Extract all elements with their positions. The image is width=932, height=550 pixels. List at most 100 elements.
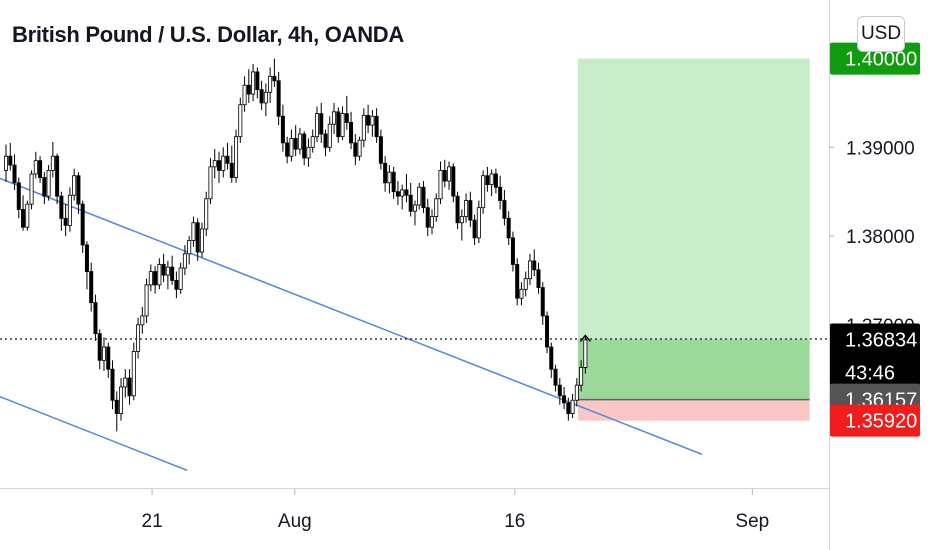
candle [451, 163, 456, 203]
candle [114, 391, 119, 432]
candle-body [502, 200, 507, 219]
candle-body [46, 169, 51, 197]
candle-body [583, 339, 588, 368]
candle [276, 71, 281, 126]
candle [562, 386, 567, 410]
trendline-1 [0, 177, 703, 456]
candle-body [562, 395, 567, 404]
candle-body [216, 160, 221, 171]
candle-body [579, 367, 584, 386]
candle [38, 156, 43, 183]
candle-body [280, 115, 285, 144]
candle-body [161, 264, 166, 276]
candle [101, 337, 106, 371]
candle-body [204, 198, 209, 230]
candle-body [221, 155, 226, 171]
candle-body [251, 71, 256, 95]
candle-body [574, 384, 579, 401]
candle-body [170, 266, 175, 281]
candle [408, 182, 413, 217]
candle [263, 83, 268, 117]
candle [447, 161, 452, 190]
candle-body [123, 377, 128, 388]
candle-body [481, 175, 486, 209]
candle [370, 110, 375, 137]
candle [302, 131, 307, 166]
candle [165, 260, 170, 290]
candle-body [302, 133, 307, 159]
candle [464, 193, 469, 223]
candle [246, 69, 251, 103]
candle [153, 266, 158, 294]
arrow-marker [579, 334, 591, 342]
candle-body [199, 228, 204, 253]
candle [472, 214, 477, 245]
candle [259, 80, 264, 111]
candle [289, 129, 294, 162]
candle-body [442, 169, 447, 182]
candle [361, 108, 366, 148]
candle [174, 271, 179, 299]
candle [574, 378, 579, 407]
candle-body [374, 115, 379, 138]
candle-body [12, 164, 17, 184]
candle [59, 191, 64, 231]
candle [349, 111, 354, 150]
profit-zone-entered [577, 339, 810, 400]
candle [310, 129, 315, 153]
candle [208, 157, 213, 205]
candle-body [566, 402, 571, 414]
candle-body [263, 91, 268, 104]
candle-body [127, 377, 132, 397]
candle-body [29, 173, 34, 205]
candle [502, 189, 507, 226]
candle-body [289, 138, 294, 157]
candle [425, 198, 430, 237]
candle [579, 360, 584, 392]
candle [29, 170, 34, 210]
candle-body [229, 162, 234, 178]
candle-body [110, 368, 115, 401]
price-tick-label: 1.38000 [846, 227, 915, 248]
candle-body [519, 288, 524, 299]
currency-button[interactable]: USD [857, 16, 905, 52]
candle-body [447, 166, 452, 182]
candle [55, 153, 60, 205]
trendlines [0, 177, 703, 472]
candle [532, 249, 537, 277]
candle-body [493, 173, 498, 188]
candle [238, 97, 243, 143]
candle-body [25, 203, 30, 228]
candle [25, 200, 30, 231]
candle [434, 193, 439, 222]
candle-body [84, 244, 89, 272]
candle [391, 166, 396, 199]
candle-body [178, 267, 183, 290]
candle [182, 244, 187, 276]
time-tick-label: 21 [142, 511, 163, 532]
candle-body [119, 386, 124, 414]
candle-body [489, 173, 494, 185]
candle [417, 182, 422, 210]
candle [387, 165, 392, 194]
candle-body [523, 278, 528, 290]
candle-body [293, 138, 298, 150]
candle-body [451, 166, 456, 197]
candle-body [383, 162, 388, 184]
candle [225, 142, 230, 170]
candle-body [336, 111, 341, 138]
candle [323, 129, 328, 157]
candle [170, 255, 175, 285]
candle [46, 165, 51, 201]
candle-body [157, 264, 162, 286]
candle [144, 278, 149, 324]
candle [536, 262, 541, 294]
candle [327, 116, 332, 152]
candle [336, 107, 341, 143]
candle-body [272, 75, 277, 82]
candle-body [238, 104, 243, 138]
candle [395, 181, 400, 206]
